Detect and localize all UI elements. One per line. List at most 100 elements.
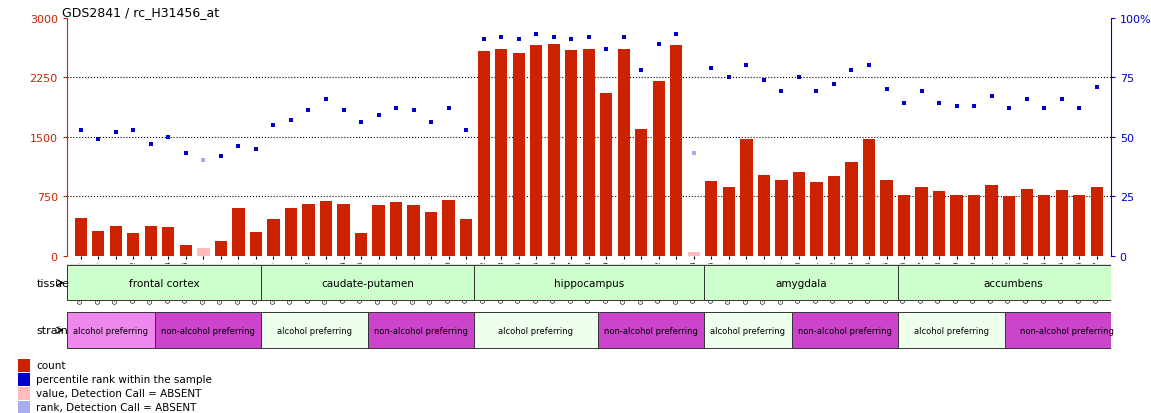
Bar	[670, 46, 683, 256]
Bar	[478, 52, 490, 256]
Bar	[261, 265, 474, 301]
Bar	[162, 228, 175, 256]
Text: amygdala: amygdala	[776, 278, 826, 288]
Bar	[67, 313, 155, 348]
Text: count: count	[36, 361, 66, 370]
Bar	[703, 313, 792, 348]
Bar	[740, 140, 753, 256]
Text: non-alcohol preferring: non-alcohol preferring	[374, 326, 467, 335]
Bar	[109, 226, 122, 256]
Bar	[828, 177, 840, 256]
Bar	[155, 313, 261, 348]
Bar	[284, 209, 297, 256]
Bar	[18, 359, 30, 372]
Text: non-alcohol preferring: non-alcohol preferring	[799, 326, 892, 335]
Bar	[425, 213, 437, 256]
Bar	[303, 204, 314, 256]
Bar	[67, 265, 261, 301]
Bar	[968, 196, 981, 256]
Text: alcohol preferring: alcohol preferring	[74, 326, 148, 335]
Bar	[18, 387, 30, 400]
Text: value, Detection Call = ABSENT: value, Detection Call = ABSENT	[36, 388, 201, 398]
Text: alcohol preferring: alcohol preferring	[710, 326, 785, 335]
Bar	[92, 232, 105, 256]
Bar	[933, 191, 945, 256]
Bar	[653, 82, 665, 256]
Bar	[1055, 190, 1068, 256]
Bar	[793, 173, 805, 256]
Bar	[407, 205, 420, 256]
Bar	[548, 45, 559, 256]
Text: non-alcohol preferring: non-alcohol preferring	[161, 326, 256, 335]
Bar	[565, 51, 578, 256]
Bar	[261, 313, 367, 348]
Bar	[512, 54, 525, 256]
Bar	[776, 180, 787, 256]
Bar	[233, 209, 244, 256]
Bar	[373, 205, 384, 256]
Bar	[597, 313, 703, 348]
Bar	[1003, 197, 1015, 256]
Bar	[899, 313, 1005, 348]
Bar	[898, 196, 910, 256]
Bar	[337, 204, 350, 256]
Bar	[845, 163, 857, 256]
Bar	[635, 129, 647, 256]
Bar	[1021, 190, 1032, 256]
Text: GDS2841 / rc_H31456_at: GDS2841 / rc_H31456_at	[61, 6, 219, 19]
Bar	[687, 252, 700, 256]
Bar	[810, 183, 823, 256]
Text: rank, Detection Call = ABSENT: rank, Detection Call = ABSENT	[36, 402, 197, 412]
Bar	[18, 401, 30, 413]
Text: non-alcohol preferring: non-alcohol preferring	[1020, 326, 1113, 335]
Bar	[1038, 196, 1050, 256]
Bar	[474, 313, 597, 348]
Bar	[442, 201, 455, 256]
Text: strain: strain	[37, 325, 69, 335]
Bar	[474, 265, 703, 301]
Bar	[495, 50, 508, 256]
Text: caudate-putamen: caudate-putamen	[321, 278, 414, 288]
Text: percentile rank within the sample: percentile rank within the sample	[36, 375, 212, 385]
Bar	[723, 188, 735, 256]
Bar	[75, 219, 87, 256]
Bar	[600, 94, 612, 256]
Bar	[1073, 196, 1085, 256]
Bar	[355, 234, 367, 256]
Bar	[757, 176, 770, 256]
Text: alcohol preferring: alcohol preferring	[498, 326, 573, 335]
Bar	[390, 202, 402, 256]
Bar	[1005, 313, 1128, 348]
Bar	[951, 195, 962, 256]
Bar	[582, 50, 595, 256]
Bar	[320, 202, 333, 256]
Text: non-alcohol preferring: non-alcohol preferring	[604, 326, 698, 335]
Bar	[863, 140, 875, 256]
Bar	[703, 265, 899, 301]
Bar	[881, 180, 893, 256]
Bar	[128, 234, 139, 256]
Bar	[915, 188, 928, 256]
Bar	[267, 220, 280, 256]
Bar	[197, 248, 209, 256]
Bar	[460, 220, 472, 256]
Bar	[618, 50, 630, 256]
Text: accumbens: accumbens	[983, 278, 1043, 288]
Bar	[706, 182, 717, 256]
Bar	[1090, 188, 1103, 256]
Bar	[180, 246, 192, 256]
Text: frontal cortex: frontal cortex	[129, 278, 199, 288]
Bar	[145, 226, 157, 256]
Bar	[792, 313, 899, 348]
Bar	[985, 185, 998, 256]
Bar	[250, 232, 262, 256]
Bar	[18, 373, 30, 386]
Bar	[367, 313, 474, 348]
Text: tissue: tissue	[37, 278, 70, 288]
Bar	[215, 242, 227, 256]
Text: alcohol preferring: alcohol preferring	[914, 326, 989, 335]
Text: hippocampus: hippocampus	[554, 278, 624, 288]
Bar	[531, 46, 542, 256]
Bar	[899, 265, 1128, 301]
Text: alcohol preferring: alcohol preferring	[277, 326, 352, 335]
